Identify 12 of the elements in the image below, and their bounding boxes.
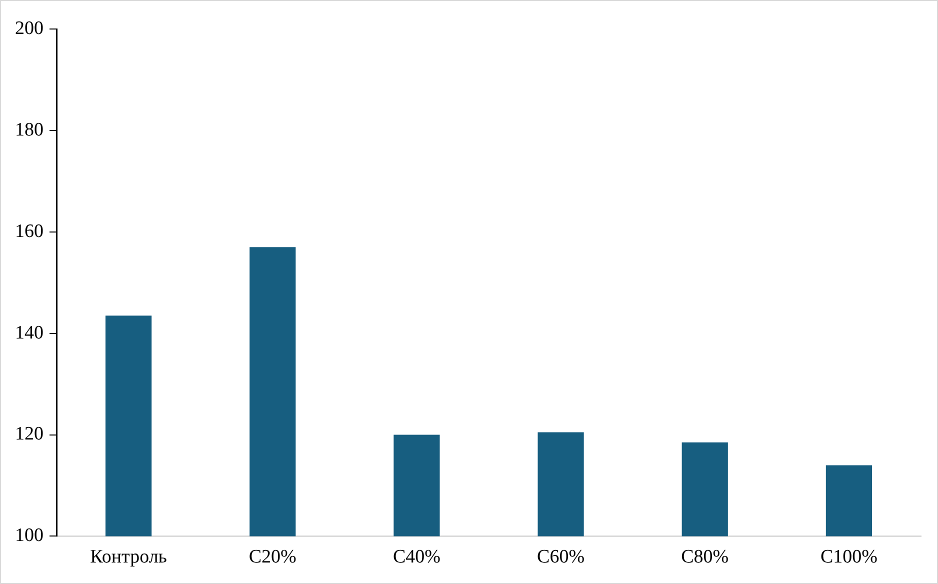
x-tick-label: C100% (820, 546, 878, 568)
x-tick-label: Контроль (90, 546, 168, 568)
y-tick-label: 120 (15, 424, 44, 445)
x-tick-label: C80% (681, 546, 729, 568)
x-tick-label: C60% (537, 546, 585, 568)
x-tick-label: C20% (248, 546, 297, 568)
x-tick-label: C40% (392, 546, 441, 568)
y-tick-label: 160 (15, 220, 44, 242)
y-tick-label: 100 (15, 525, 44, 546)
y-tick-label: 140 (15, 322, 44, 344)
y-tick-label: 180 (15, 119, 44, 140)
y-tick-label: 200 (15, 18, 44, 39)
